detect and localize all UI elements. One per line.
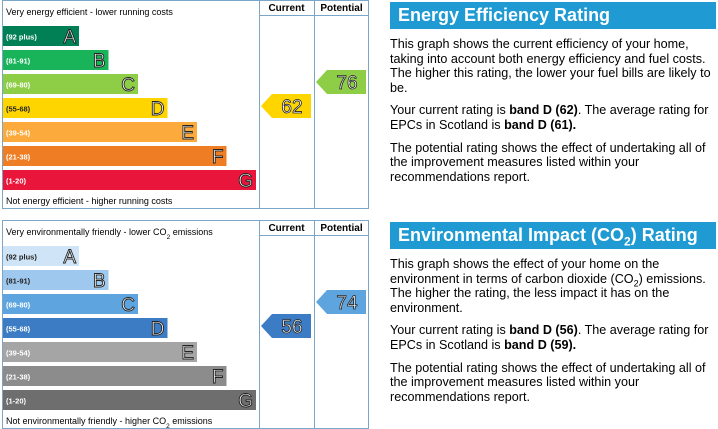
rating-arrow <box>316 70 366 94</box>
text-run: This graph shows the effect of your home… <box>390 257 660 286</box>
column-header: Current <box>268 223 305 234</box>
text-run: 2 <box>633 278 639 289</box>
bottom-label: Not environmentally friendly - higher CO… <box>6 416 213 429</box>
text-run: The potential rating shows the effect of… <box>390 140 706 184</box>
band-bar <box>3 246 79 266</box>
column-header: Potential <box>320 3 362 14</box>
column-header: Current <box>268 3 305 14</box>
top-label: Very energy efficient - lower running co… <box>6 7 173 17</box>
paragraphs: This graph shows the current efficiency … <box>390 37 716 184</box>
text-run: . The average rating for EPCs in Scotlan… <box>390 103 709 132</box>
rating-value: 62 <box>281 97 302 118</box>
heading: Environmental Impact (CO2) Rating <box>390 222 716 249</box>
text-run: Your current rating is <box>390 323 510 338</box>
paragraph: This graph shows the effect of your home… <box>390 257 716 315</box>
band-bar <box>3 170 256 190</box>
rating-arrow <box>261 94 311 118</box>
band-range: (21-38) <box>6 153 31 162</box>
text-run: Not energy efficient - higher running co… <box>6 196 173 206</box>
text-run: Environmental Impact (CO <box>398 225 625 245</box>
paragraph: The potential rating shows the effect of… <box>390 141 716 185</box>
band-bar <box>3 146 227 166</box>
band-bar <box>3 366 227 386</box>
band-letter: D <box>151 319 165 340</box>
band-range: (55-68) <box>6 105 31 114</box>
rating-value: 76 <box>336 73 357 94</box>
band-bar <box>3 390 256 410</box>
band-bar <box>3 26 79 46</box>
band-letter: F <box>212 367 224 388</box>
band-range: (92 plus) <box>6 253 37 262</box>
text-run: The potential rating shows the effect of… <box>390 360 706 404</box>
band-range: (55-68) <box>6 325 31 334</box>
band-letter: C <box>121 75 135 96</box>
heading: Energy Efficiency Rating <box>390 2 716 29</box>
band-bar <box>3 98 168 118</box>
top-label: Very environmentally friendly - lower CO… <box>6 227 213 241</box>
band-range: (39-54) <box>6 349 31 358</box>
text-run: 2 <box>167 234 171 241</box>
text-run: Very energy efficient - lower running co… <box>6 7 173 17</box>
text-run: Your current rating is <box>390 103 510 118</box>
text-run: 2 <box>624 234 631 249</box>
text-run: ) Rating <box>630 225 698 245</box>
rating-arrow <box>261 314 311 338</box>
text-run: Not environmentally friendly - higher CO <box>6 416 166 426</box>
band-range: (69-80) <box>6 301 31 310</box>
text-run: band D (56) <box>509 323 578 338</box>
band-bar <box>3 74 138 94</box>
text-run: . The average rating for EPCs in Scotlan… <box>390 323 709 352</box>
band-bar <box>3 122 197 142</box>
band-range: (39-54) <box>6 129 31 138</box>
text-run: emissions <box>170 227 213 237</box>
text-run: band D (62) <box>509 103 578 118</box>
band-letter: G <box>238 391 253 412</box>
rating-arrow <box>316 290 366 314</box>
text-run: Very environmentally friendly - lower CO <box>6 227 167 237</box>
band-letter: D <box>151 99 165 120</box>
text-run: This graph shows the current efficiency … <box>390 37 711 95</box>
text-run: ) emissions. The higher the rating, the … <box>390 271 706 315</box>
band-letter: B <box>93 271 106 292</box>
band-letter: A <box>63 27 76 48</box>
band-bar <box>3 342 197 362</box>
band-range: (92 plus) <box>6 33 37 42</box>
paragraph: This graph shows the current efficiency … <box>390 37 716 95</box>
band-bar <box>3 294 138 314</box>
frame <box>2 0 369 209</box>
rating-value: 74 <box>336 293 358 314</box>
band-range: (1-20) <box>6 177 27 186</box>
band-range: (21-38) <box>6 373 31 382</box>
band-letter: E <box>181 123 194 144</box>
band-letter: B <box>93 51 106 72</box>
band-range: (81-91) <box>6 277 31 286</box>
band-range: (81-91) <box>6 57 31 66</box>
band-bar <box>3 318 168 338</box>
paragraph: Your current rating is band D (62). The … <box>390 103 716 132</box>
text-run: band D (59). <box>504 337 577 352</box>
band-range: (69-80) <box>6 81 31 90</box>
band-bar <box>3 270 109 290</box>
band-letter: A <box>63 247 76 268</box>
paragraph: Your current rating is band D (56). The … <box>390 323 716 352</box>
text-run: emissions <box>170 416 213 426</box>
bottom-label: Not energy efficient - higher running co… <box>6 196 173 206</box>
text-run: band D (61). <box>504 117 577 132</box>
rating-graphs: Current Potential Very energy efficient - … <box>2 0 369 429</box>
text-run: Energy Efficiency Rating <box>398 5 611 25</box>
environment-text-panel: Environmental Impact (CO2) Rating This g… <box>390 222 716 404</box>
paragraph: The potential rating shows the effect of… <box>390 361 716 405</box>
paragraphs: This graph shows the effect of your home… <box>390 257 716 404</box>
column-header: Potential <box>320 223 362 234</box>
rating-value: 56 <box>281 317 302 338</box>
band-letter: C <box>121 295 135 316</box>
band-letter: G <box>238 171 253 192</box>
band-letter: F <box>212 147 224 168</box>
band-letter: E <box>181 343 194 364</box>
band-bar <box>3 50 109 70</box>
energy-text-panel: Energy Efficiency Rating This graph show… <box>390 2 716 184</box>
band-range: (1-20) <box>6 397 27 406</box>
text-run: 2 <box>166 423 170 429</box>
